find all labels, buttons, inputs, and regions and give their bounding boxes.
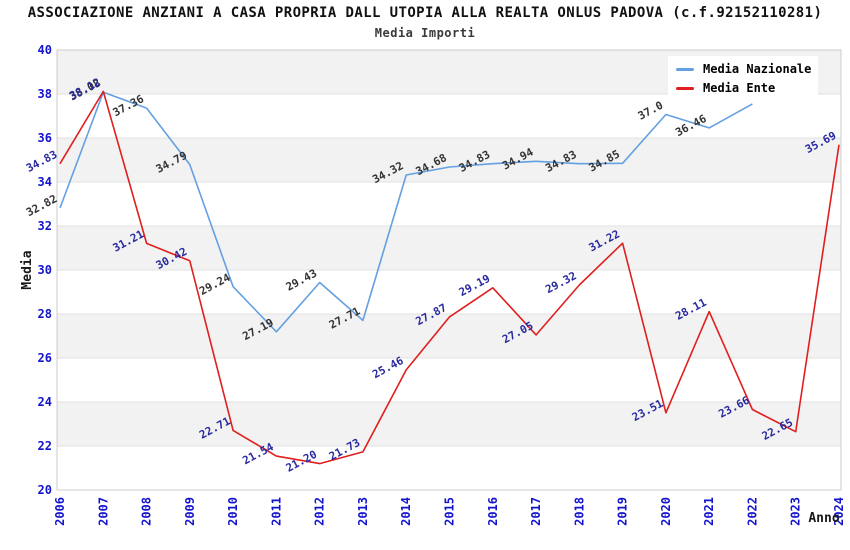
series-line-media-ente xyxy=(59,90,840,465)
y-tick-label: 22 xyxy=(38,439,52,453)
legend: Media Nazionale Media Ente xyxy=(668,56,818,101)
y-tick-label: 20 xyxy=(38,483,52,497)
plot-band xyxy=(57,138,841,182)
media-nazionale-line-swatch xyxy=(676,67,694,71)
x-tick-label: 2017 xyxy=(529,497,543,526)
x-tick-label: 2023 xyxy=(789,497,803,526)
plot-border xyxy=(56,49,842,491)
x-tick-label: 2013 xyxy=(356,497,370,526)
y-tick-label: 38 xyxy=(38,87,52,101)
x-tick-label: 2016 xyxy=(486,497,500,526)
plot-band xyxy=(57,314,841,358)
x-tick-label: 2006 xyxy=(53,497,67,526)
x-tick-label: 2010 xyxy=(226,497,240,526)
y-tick-label: 32 xyxy=(38,219,52,233)
y-tick-label: 34 xyxy=(38,175,52,189)
x-tick-label: 2019 xyxy=(616,497,630,526)
legend-label-media-ente: Media Ente xyxy=(703,81,776,95)
y-tick-label: 30 xyxy=(38,263,52,277)
x-tick-label: 2024 xyxy=(832,497,846,526)
y-tick-label: 40 xyxy=(38,43,52,57)
plot-band xyxy=(57,94,841,138)
y-tick-label: 26 xyxy=(38,351,52,365)
plot-band xyxy=(57,226,841,270)
x-tick-label: 2007 xyxy=(96,497,110,526)
legend-label-media-nazionale: Media Nazionale xyxy=(703,62,812,76)
x-tick-label: 2008 xyxy=(140,497,154,526)
x-tick-label: 2012 xyxy=(313,497,327,526)
x-tick-label: 2015 xyxy=(443,497,457,526)
x-tick-label: 2009 xyxy=(183,497,197,526)
x-tick-label: 2014 xyxy=(399,497,413,526)
plot-band xyxy=(57,182,841,226)
x-tick-label: 2022 xyxy=(745,497,759,526)
y-tick-label: 36 xyxy=(38,131,52,145)
legend-item-media-nazionale: Media Nazionale xyxy=(676,62,814,76)
x-axis-title: Anno xyxy=(808,511,839,526)
x-tick-label: 2020 xyxy=(659,497,673,526)
data-label: 34.83 xyxy=(24,148,59,175)
y-tick-label: 24 xyxy=(38,395,52,409)
y-tick-label: 28 xyxy=(38,307,52,321)
plot-band xyxy=(57,270,841,314)
x-tick-label: 2011 xyxy=(269,497,283,526)
media-ente-line-swatch xyxy=(676,86,694,90)
chart-subtitle: Media Importi xyxy=(374,26,476,40)
data-label: 32.82 xyxy=(24,192,59,219)
plot-band xyxy=(57,446,841,490)
plot-band xyxy=(57,402,841,446)
x-tick-label: 2018 xyxy=(572,497,586,526)
y-axis-title: Media xyxy=(20,250,35,289)
x-tick-label: 2021 xyxy=(702,497,716,526)
chart-title: ASSOCIAZIONE ANZIANI A CASA PROPRIA DALL… xyxy=(27,5,823,21)
series-line-media-nazionale xyxy=(59,91,753,333)
legend-item-media-ente: Media Ente xyxy=(676,81,814,95)
plot-band xyxy=(57,358,841,402)
